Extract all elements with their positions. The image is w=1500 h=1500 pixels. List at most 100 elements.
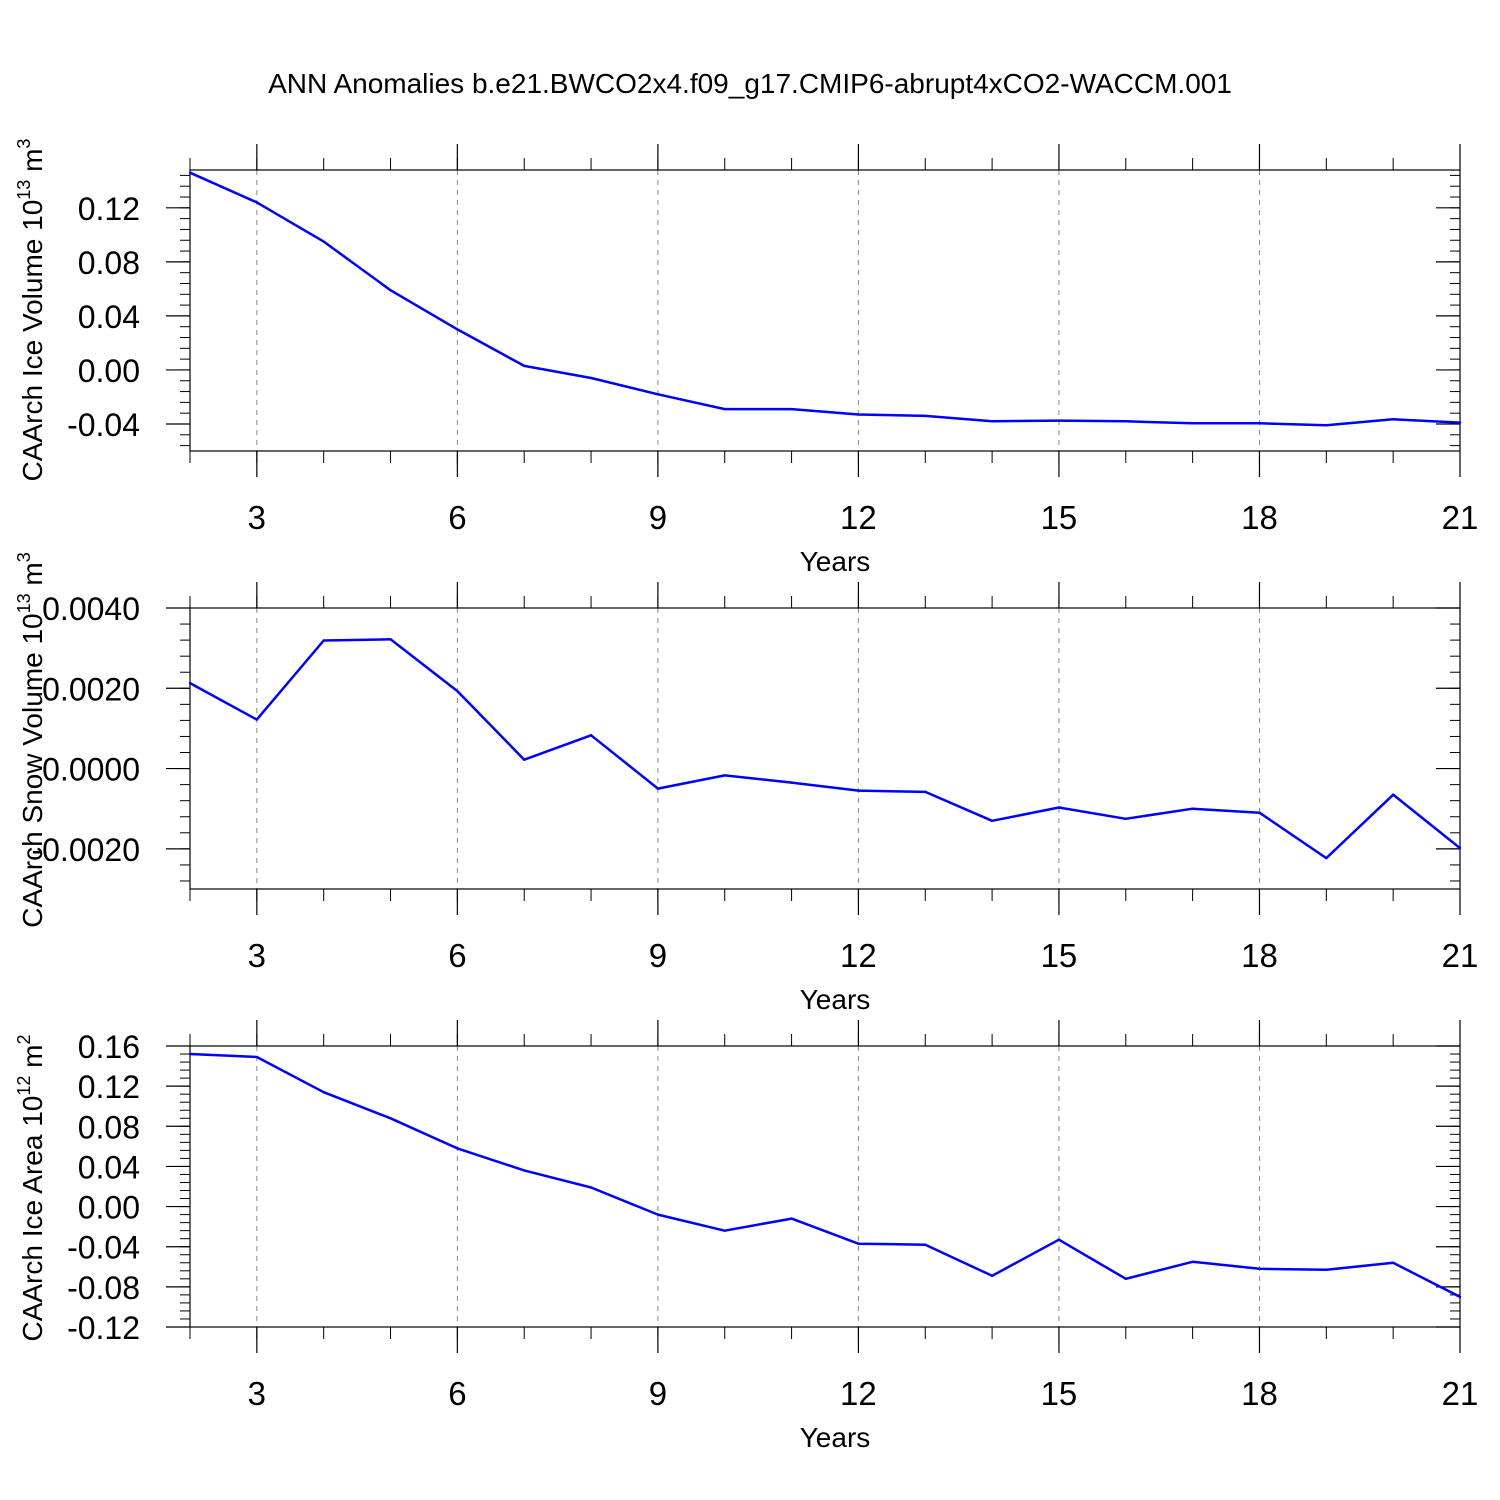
x-tick-label: 3 — [248, 499, 266, 536]
y-tick-label: 0.12 — [78, 1069, 140, 1105]
y-axis-label: CAArch Ice Volume 1013 m3 — [14, 139, 48, 482]
data-point — [790, 1217, 793, 1220]
y-tick-label: 0.00 — [78, 353, 140, 389]
data-point — [656, 787, 660, 790]
data-point — [1258, 422, 1261, 425]
data-point — [1191, 422, 1194, 425]
y-tick-label: 0.0020 — [42, 671, 140, 707]
data-point — [1325, 1268, 1328, 1271]
chart-panel-2: 3 6 9 12 15 18 21 0.0040 0.0020 0.0000 -0.0020 Year… — [14, 552, 1478, 1015]
data-point — [1124, 817, 1127, 820]
data-point — [857, 789, 860, 792]
y-tick-label: -0.04 — [67, 1230, 140, 1266]
data-point — [990, 420, 994, 423]
data-point — [924, 1243, 927, 1246]
data-point — [188, 171, 192, 174]
y-tick-label: 0.0000 — [42, 752, 140, 788]
x-tick-label: 15 — [1041, 499, 1078, 536]
x-tick-label: 3 — [248, 937, 266, 974]
data-point — [255, 1055, 259, 1059]
plot-frame — [189, 607, 1461, 890]
data-point — [389, 1117, 392, 1120]
data-point — [723, 774, 726, 777]
data-point — [723, 1229, 726, 1232]
data-point — [322, 639, 325, 642]
y-axis-label: CAArch Ice Area 1012 m2 — [14, 1034, 48, 1341]
x-tick-label: 9 — [649, 937, 667, 974]
data-point — [255, 718, 259, 721]
y-tick-label: -0.12 — [67, 1310, 140, 1346]
x-tick-label: 12 — [840, 937, 877, 974]
data-point — [456, 1147, 459, 1150]
y-tick-label: 0.08 — [78, 245, 140, 281]
x-tick-label: 18 — [1241, 1375, 1278, 1412]
chart-panel-3: 3 6 9 12 15 18 21 0.16 0.12 0.08 0.04 0.00 -0.04 -0.0… — [14, 1020, 1478, 1453]
x-tick-label: 18 — [1241, 937, 1278, 974]
data-point — [188, 681, 192, 685]
y-tick-label: 0.12 — [78, 191, 140, 227]
x-axis-label: Years — [800, 984, 871, 1015]
data-point — [857, 1242, 860, 1245]
data-point — [589, 1186, 593, 1189]
x-tick-label: 15 — [1041, 937, 1078, 974]
data-point — [1458, 1295, 1462, 1299]
data-point — [790, 781, 793, 784]
y-tick-label: -0.04 — [67, 407, 140, 443]
x-tick-label: 15 — [1041, 1375, 1078, 1412]
data-point — [1057, 1238, 1061, 1241]
x-tick-label: 3 — [248, 1375, 266, 1412]
x-tick-label: 21 — [1442, 1375, 1479, 1412]
x-tick-label: 9 — [649, 1375, 667, 1412]
data-point — [456, 689, 459, 693]
series-line-ice_volume — [189, 171, 1461, 427]
data-point — [188, 1052, 192, 1056]
x-tick-label: 21 — [1442, 499, 1479, 536]
data-point — [389, 638, 392, 641]
data-point — [589, 734, 593, 737]
data-point — [523, 758, 526, 761]
x-tick-label: 21 — [1442, 937, 1479, 974]
data-point — [656, 1213, 660, 1216]
y-tick-label: 0.0040 — [42, 591, 140, 627]
data-point — [456, 328, 459, 331]
data-point — [924, 790, 927, 794]
data-point — [389, 289, 392, 292]
x-tick-label: 6 — [448, 499, 466, 536]
data-point — [322, 1090, 325, 1094]
plot-frame — [189, 1045, 1461, 1328]
data-point — [1458, 421, 1462, 424]
data-point — [523, 1169, 526, 1172]
data-point — [1458, 846, 1462, 850]
data-point — [1391, 418, 1395, 421]
data-point — [1191, 1260, 1194, 1263]
data-point — [1057, 806, 1061, 809]
data-point — [990, 819, 994, 822]
x-tick-label: 6 — [448, 937, 466, 974]
y-axis-label: CAArch Snow Volume 1013 m3 — [14, 552, 48, 928]
data-point — [523, 364, 526, 368]
data-point — [990, 1274, 994, 1278]
data-point — [656, 393, 660, 396]
data-point — [1191, 807, 1194, 810]
y-tick-label: 0.16 — [78, 1029, 140, 1065]
chart-panel-1: 3 6 9 12 15 18 21 0.12 0.08 0.04 0.00 -0.04 Years CAA… — [14, 139, 1478, 577]
data-point — [1124, 420, 1127, 423]
x-tick-label: 18 — [1241, 499, 1278, 536]
y-tick-label: 0.04 — [78, 299, 140, 335]
y-tick-label: 0.04 — [78, 1149, 140, 1185]
data-point — [1258, 1267, 1261, 1270]
plot-frame — [189, 169, 1461, 452]
data-point — [857, 413, 860, 416]
x-tick-label: 6 — [448, 1375, 466, 1412]
x-tick-label: 12 — [840, 499, 877, 536]
data-point — [1258, 811, 1261, 814]
data-point — [924, 414, 927, 418]
data-point — [322, 240, 325, 243]
data-point — [723, 407, 726, 411]
x-tick-label: 9 — [649, 499, 667, 536]
data-point — [255, 201, 259, 204]
x-axis-label: Years — [800, 546, 871, 577]
x-axis-label: Years — [800, 1422, 871, 1453]
series-line-snow_volume — [189, 638, 1461, 860]
